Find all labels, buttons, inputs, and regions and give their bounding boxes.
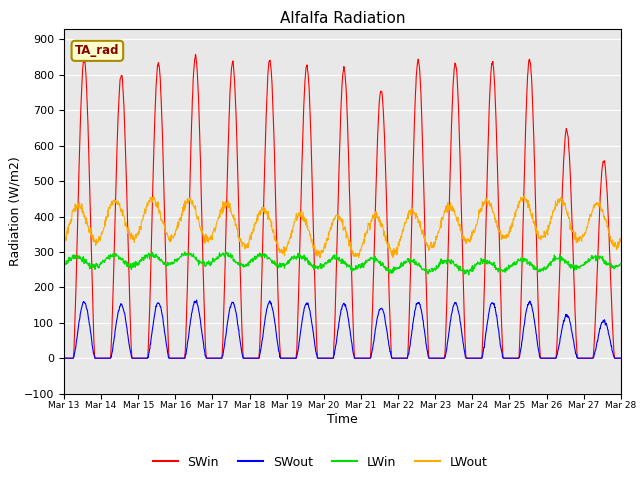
LWin xyxy=(551,257,559,263)
Text: TA_rad: TA_rad xyxy=(75,44,120,57)
LWin xyxy=(184,252,191,257)
LWout xyxy=(60,238,68,244)
LWout xyxy=(551,206,559,212)
SWout xyxy=(429,355,436,361)
LWin xyxy=(222,249,230,254)
LWin xyxy=(616,261,624,266)
SWout xyxy=(60,355,68,361)
LWout xyxy=(316,255,324,261)
SWin xyxy=(429,355,436,361)
LWout xyxy=(616,239,624,244)
LWin xyxy=(465,272,473,278)
SWin xyxy=(616,355,624,361)
SWin xyxy=(191,51,199,57)
SWin xyxy=(184,269,191,275)
LWout xyxy=(502,234,509,240)
LWout xyxy=(521,192,529,198)
Line: SWin: SWin xyxy=(64,54,620,358)
SWout xyxy=(551,355,559,361)
SWin xyxy=(551,355,559,361)
SWin xyxy=(60,355,68,361)
LWin xyxy=(502,266,510,272)
SWout xyxy=(184,338,191,344)
LWout xyxy=(246,233,254,239)
LWin xyxy=(246,260,254,265)
SWin xyxy=(170,355,178,361)
SWout xyxy=(170,355,178,361)
X-axis label: Time: Time xyxy=(327,413,358,426)
SWout xyxy=(616,355,624,361)
LWin xyxy=(170,259,178,265)
Title: Alfalfa Radiation: Alfalfa Radiation xyxy=(280,11,405,26)
Line: SWout: SWout xyxy=(64,300,620,358)
Legend: SWin, SWout, LWin, LWout: SWin, SWout, LWin, LWout xyxy=(147,451,493,474)
LWout xyxy=(429,242,436,248)
SWin xyxy=(502,355,509,361)
LWin xyxy=(60,263,68,268)
SWout xyxy=(246,355,254,361)
SWout xyxy=(193,297,200,303)
LWout xyxy=(170,232,178,238)
Line: LWin: LWin xyxy=(64,252,620,275)
LWout xyxy=(184,195,191,201)
Y-axis label: Radiation (W/m2): Radiation (W/m2) xyxy=(8,156,21,266)
SWout xyxy=(502,355,509,361)
LWin xyxy=(429,269,436,275)
SWin xyxy=(246,355,254,361)
Line: LWout: LWout xyxy=(64,195,620,258)
